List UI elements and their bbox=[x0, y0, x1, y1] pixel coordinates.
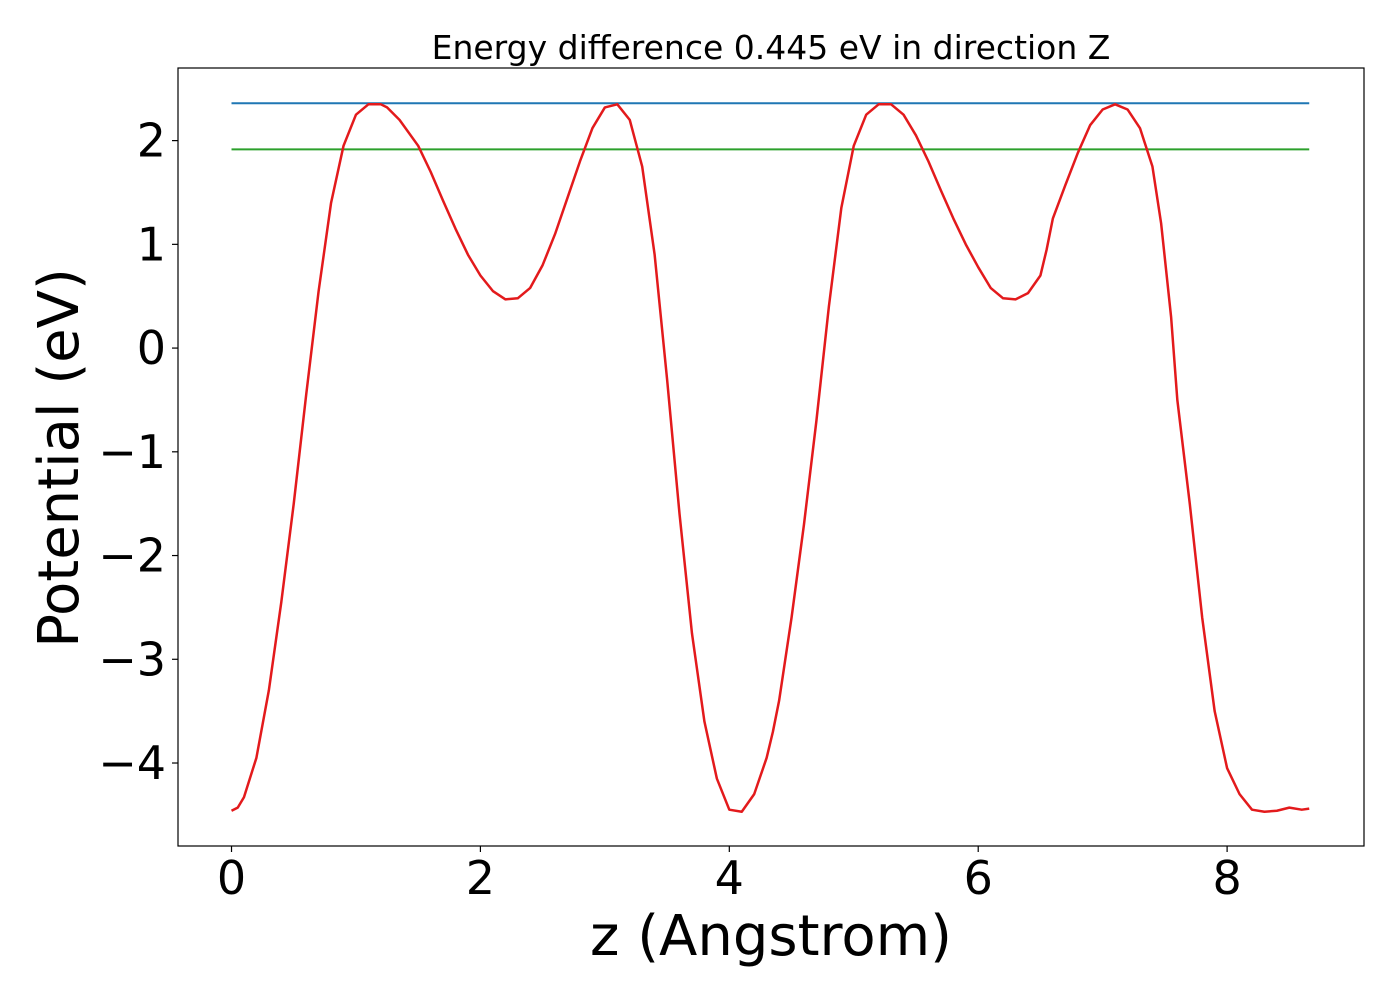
x-tick-label: 0 bbox=[217, 851, 246, 905]
y-axis-label: Potential (eV) bbox=[27, 268, 92, 648]
x-tick-label: 4 bbox=[715, 851, 744, 905]
x-ticks: 0 2 4 6 8 bbox=[217, 846, 1242, 905]
y-tick-label: 1 bbox=[137, 217, 166, 271]
y-tick-label: −2 bbox=[98, 529, 166, 583]
series-layer bbox=[230, 102, 1310, 814]
x-axis-label: z (Angstrom) bbox=[590, 904, 952, 969]
chart-title: Energy difference 0.445 eV in direction … bbox=[432, 28, 1111, 67]
x-tick-label: 6 bbox=[964, 851, 993, 905]
y-tick-label: 0 bbox=[137, 321, 166, 375]
x-tick-label: 8 bbox=[1212, 851, 1241, 905]
y-tick-label: −1 bbox=[98, 425, 166, 479]
y-tick-label: −3 bbox=[98, 632, 166, 686]
potential-curve-series bbox=[230, 103, 1310, 814]
y-tick-label: 2 bbox=[137, 114, 166, 168]
y-ticks: −4 −3 −2 −1 0 1 2 bbox=[98, 114, 178, 790]
plot-frame bbox=[177, 67, 1365, 847]
x-tick-label: 2 bbox=[466, 851, 495, 905]
y-tick-label: −4 bbox=[98, 736, 166, 790]
